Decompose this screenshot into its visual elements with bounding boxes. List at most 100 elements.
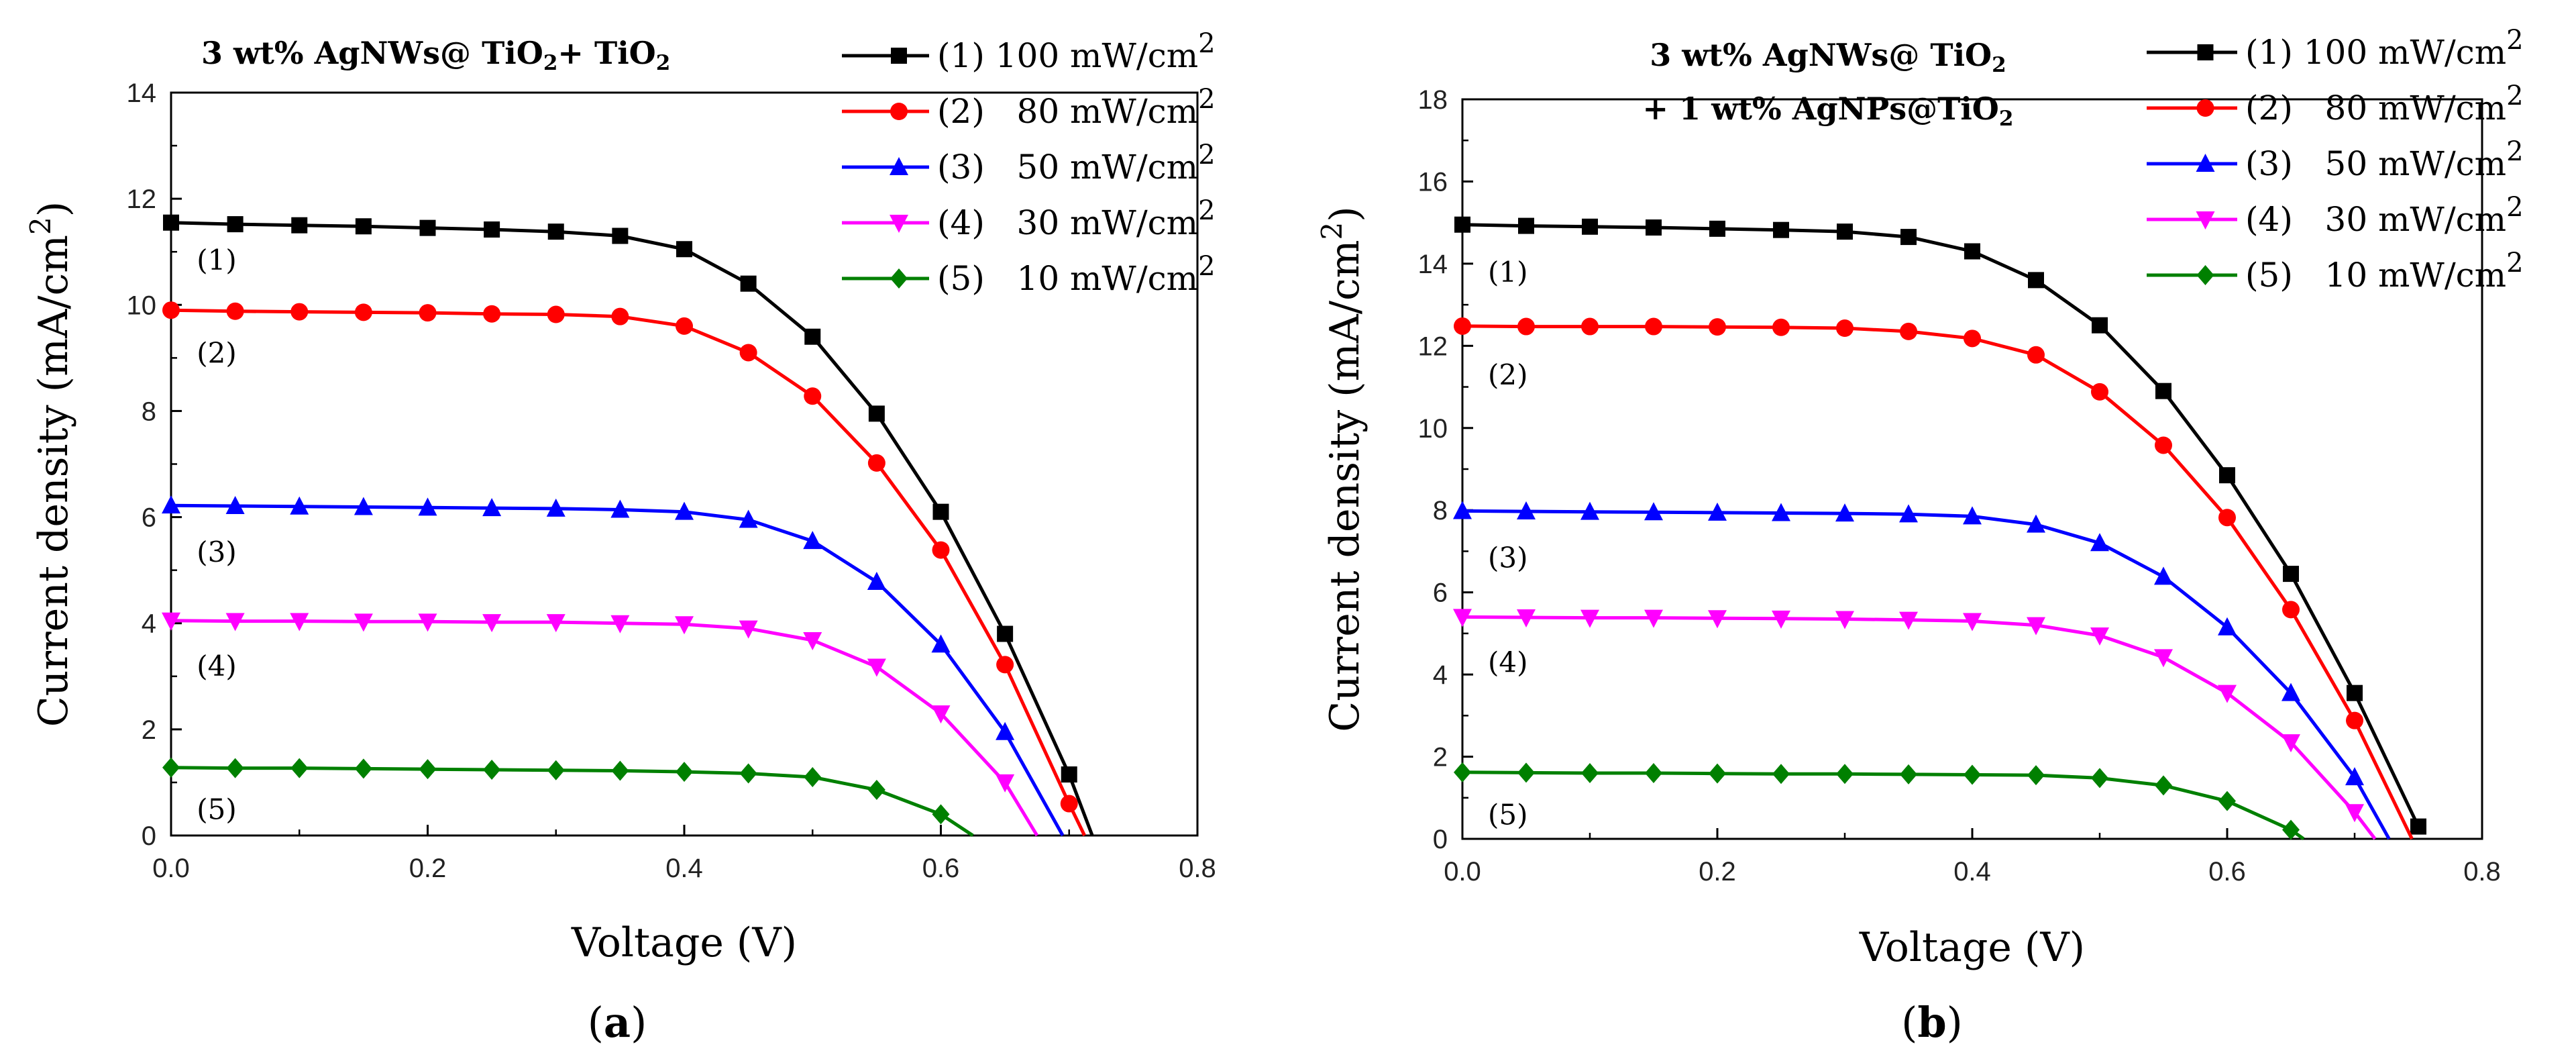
data-point xyxy=(1582,218,1598,235)
y-tick-label: 0 xyxy=(142,821,156,851)
series-line xyxy=(1462,223,2420,827)
data-point xyxy=(803,632,822,651)
data-point xyxy=(2027,514,2045,533)
data-point xyxy=(354,497,373,515)
data-point xyxy=(1835,611,1854,629)
data-point xyxy=(2028,272,2044,289)
data-point xyxy=(867,454,885,472)
legend-label: (2) 80 mW/cm2 xyxy=(937,84,1216,131)
data-point xyxy=(354,303,372,321)
data-point xyxy=(226,758,244,778)
data-point xyxy=(1061,766,1077,783)
x-tick-label: 0.8 xyxy=(2463,857,2501,887)
data-point xyxy=(676,241,692,258)
data-point xyxy=(1454,317,1471,335)
data-point xyxy=(354,613,373,632)
data-point xyxy=(740,275,757,292)
data-point xyxy=(867,658,886,677)
data-point xyxy=(931,634,951,653)
panel-label: (b) xyxy=(1901,998,1963,1047)
data-point xyxy=(1453,501,1472,519)
legend-marker xyxy=(890,103,908,120)
data-point xyxy=(1517,501,1536,520)
series-line xyxy=(170,221,1094,836)
x-tick-label: 0.2 xyxy=(409,854,447,883)
y-tick-label: 4 xyxy=(1433,660,1448,690)
data-point xyxy=(1645,763,1662,784)
data-point xyxy=(739,620,758,639)
data-point xyxy=(611,760,629,781)
data-point xyxy=(1900,229,1917,246)
data-point xyxy=(1709,220,1725,237)
data-point xyxy=(227,216,244,233)
curve-label: (2) xyxy=(197,336,237,369)
data-point xyxy=(610,615,630,634)
data-point xyxy=(803,531,822,550)
y-tick-label: 6 xyxy=(1433,578,1448,608)
data-point xyxy=(1580,501,1599,520)
data-point xyxy=(2027,617,2045,636)
data-point xyxy=(2155,436,2172,454)
data-point xyxy=(1454,216,1470,233)
data-point xyxy=(932,541,950,559)
data-point xyxy=(2027,765,2045,786)
data-point xyxy=(1581,317,1599,336)
legend-label: (1) 100 mW/cm2 xyxy=(2245,25,2524,72)
curve-label: (1) xyxy=(197,244,237,276)
data-point xyxy=(1964,764,1981,785)
data-point xyxy=(1963,506,1982,525)
y-axis-label: Current density (mA/cm2) xyxy=(24,201,77,727)
data-point xyxy=(419,759,437,780)
data-point xyxy=(1645,317,1662,336)
data-point xyxy=(1964,330,1981,348)
data-point xyxy=(868,405,885,422)
data-point xyxy=(1772,503,1790,521)
data-point xyxy=(290,496,309,515)
data-point xyxy=(482,614,502,633)
data-point xyxy=(483,305,501,323)
data-point xyxy=(675,501,694,520)
y-tick-label: 10 xyxy=(1418,414,1448,444)
series-line xyxy=(170,766,974,838)
legend-label: (4) 30 mW/cm2 xyxy=(937,195,1216,242)
data-point xyxy=(2282,734,2300,753)
data-point xyxy=(2410,818,2426,835)
x-tick-label: 0.0 xyxy=(1444,857,1481,887)
data-point xyxy=(355,218,372,235)
x-tick-label: 0.8 xyxy=(1179,854,1216,883)
data-point xyxy=(1709,318,1726,336)
series-line xyxy=(1462,324,2414,840)
data-point xyxy=(1708,502,1727,521)
data-point xyxy=(2154,649,2173,668)
data-point xyxy=(1517,317,1535,336)
data-point xyxy=(546,498,566,517)
legend-label: (5) 10 mW/cm2 xyxy=(2245,248,2524,295)
curve-label: (2) xyxy=(1488,358,1528,391)
legend-marker xyxy=(2196,265,2214,285)
data-point xyxy=(1837,223,1853,240)
legend-label: (3) 50 mW/cm2 xyxy=(937,140,1216,187)
x-axis-label: Voltage (V) xyxy=(1859,924,2085,971)
data-point xyxy=(1773,221,1789,238)
data-point xyxy=(482,498,502,517)
data-point xyxy=(804,767,822,788)
data-point xyxy=(1453,609,1472,627)
curve-label: (3) xyxy=(1488,542,1528,574)
x-tick-label: 0.2 xyxy=(1699,857,1736,887)
data-point xyxy=(2219,467,2235,484)
data-point xyxy=(1517,609,1536,628)
data-point xyxy=(418,613,437,632)
data-point xyxy=(2091,383,2108,401)
data-point xyxy=(291,217,308,234)
data-point xyxy=(547,305,565,323)
data-point xyxy=(804,328,821,345)
data-point xyxy=(611,307,629,325)
data-point xyxy=(867,572,886,591)
data-point xyxy=(1963,613,1982,631)
data-point xyxy=(2092,317,2108,334)
data-point xyxy=(610,499,630,518)
data-point xyxy=(162,301,180,319)
data-point xyxy=(1580,609,1599,628)
data-point xyxy=(2345,767,2364,786)
legend-marker xyxy=(890,157,908,175)
